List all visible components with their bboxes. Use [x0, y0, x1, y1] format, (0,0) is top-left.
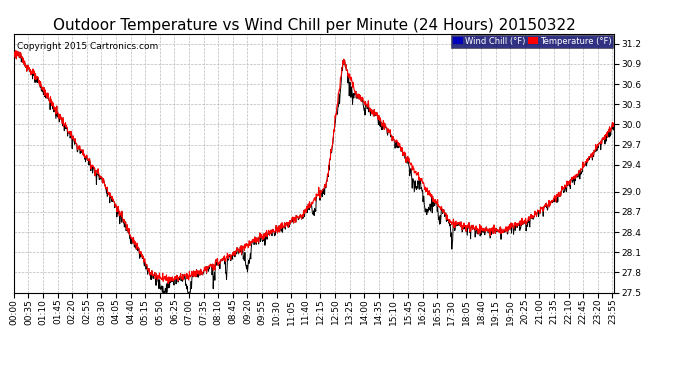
Title: Outdoor Temperature vs Wind Chill per Minute (24 Hours) 20150322: Outdoor Temperature vs Wind Chill per Mi… — [52, 18, 575, 33]
Legend: Wind Chill (°F), Temperature (°F): Wind Chill (°F), Temperature (°F) — [451, 34, 613, 48]
Text: Copyright 2015 Cartronics.com: Copyright 2015 Cartronics.com — [17, 42, 158, 51]
